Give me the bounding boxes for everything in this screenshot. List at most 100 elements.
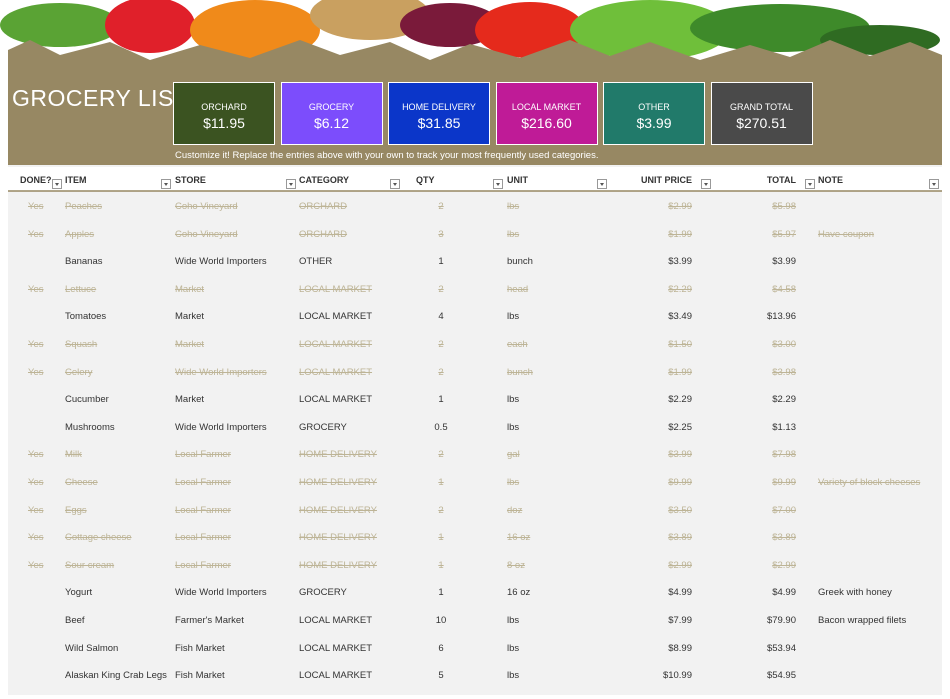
table-cell: 2 xyxy=(438,283,444,295)
table-cell: Market xyxy=(175,283,205,295)
table-cell: HOME DELIVERY xyxy=(299,559,377,571)
tile-label: LOCAL MARKET xyxy=(511,102,582,112)
table-cell: Wide World Importers xyxy=(175,366,267,378)
table-cell: LOCAL MARKET xyxy=(299,394,373,406)
filter-dropdown[interactable] xyxy=(52,179,62,189)
table-cell: $2.29 xyxy=(668,394,692,406)
table-cell: GROCERY xyxy=(299,421,347,433)
table-cell: lbs xyxy=(507,615,520,626)
table-cell: 16 oz xyxy=(507,587,531,599)
table-cell: LOCAL MARKET xyxy=(299,615,373,626)
table-cell: HOME DELIVERY xyxy=(299,449,377,461)
table-cell: bunch xyxy=(507,366,533,378)
table-cell: 1 xyxy=(438,256,444,268)
table-cell: Wide World Importers xyxy=(175,421,267,433)
table-cell: Yes xyxy=(28,366,44,378)
table-cell: Yogurt xyxy=(65,587,93,599)
table-cell: 1 xyxy=(438,559,444,571)
table-cell: LOCAL MARKET xyxy=(299,283,373,295)
table-cell: lbs xyxy=(507,477,520,488)
table-cell: Coho Vineyard xyxy=(175,228,238,240)
table-cell: Milk xyxy=(65,449,82,461)
title: GROCERY LIST xyxy=(12,85,189,111)
table-cell: $2.99 xyxy=(668,201,692,212)
table-cell: Eggs xyxy=(65,504,87,516)
table-cell: $4.58 xyxy=(772,283,796,295)
table-cell: doz xyxy=(507,504,523,516)
table-cell: $7.98 xyxy=(772,449,796,461)
column-header: STORE xyxy=(175,175,206,185)
filter-dropdown[interactable] xyxy=(493,179,503,189)
filter-dropdown[interactable] xyxy=(161,179,171,189)
column-header: TOTAL xyxy=(766,175,796,185)
filter-dropdown[interactable] xyxy=(805,179,815,189)
table-cell: 1 xyxy=(438,477,444,488)
table-cell: $2.29 xyxy=(772,394,796,406)
table-cell: Yes xyxy=(28,504,44,516)
table-cell: Local Farmer xyxy=(175,559,231,571)
table-cell: 6 xyxy=(438,642,444,654)
table-cell: 2 xyxy=(438,201,444,212)
table-cell: each xyxy=(507,339,528,350)
summary-tile: GRAND TOTAL $270.51 xyxy=(710,82,813,145)
table-cell: Market xyxy=(175,311,205,323)
table-cell: Beef xyxy=(65,615,85,626)
table-cell: Have coupon xyxy=(818,228,874,240)
table-cell: $10.99 xyxy=(662,670,692,682)
table-cell: lbs xyxy=(507,228,520,240)
table-cell: LOCAL MARKET xyxy=(299,339,373,350)
table-cell: Farmer's Market xyxy=(175,615,244,626)
table-cell: Apples xyxy=(65,228,95,240)
table-cell: Cucumber xyxy=(65,394,109,406)
column-header: UNIT PRICE xyxy=(640,175,692,185)
tile-label: GRAND TOTAL xyxy=(729,102,793,112)
table-cell: $7.00 xyxy=(772,504,796,516)
table-cell: head xyxy=(507,283,529,295)
filter-dropdown[interactable] xyxy=(701,179,711,189)
table-cell: Bacon wrapped filets xyxy=(818,615,907,626)
table-cell: Bananas xyxy=(65,256,103,268)
table-cell: Celery xyxy=(65,366,93,378)
table-cell: ORCHARD xyxy=(299,201,348,212)
table-cell: 2 xyxy=(438,339,444,350)
table-cell: Coho Vineyard xyxy=(175,201,238,212)
table-cell: Wide World Importers xyxy=(175,587,267,599)
summary-tile: OTHER $3.99 xyxy=(603,82,705,145)
column-header: QTY xyxy=(416,175,435,185)
table-cell: $2.25 xyxy=(668,421,692,433)
table-cell: $3.89 xyxy=(772,532,796,544)
table-cell: 0.5 xyxy=(434,421,448,433)
tile-amount: $270.51 xyxy=(736,115,787,131)
table-cell: OTHER xyxy=(299,256,333,268)
tile-label: HOME DELIVERY xyxy=(402,102,476,112)
table-cell: $3.99 xyxy=(668,256,692,268)
table-cell: Yes xyxy=(28,283,44,295)
table-cell: lbs xyxy=(507,421,520,433)
table-cell: $8.99 xyxy=(668,642,692,654)
column-header: DONE? xyxy=(20,175,52,185)
table-cell: HOME DELIVERY xyxy=(299,532,377,544)
table-cell: Local Farmer xyxy=(175,477,231,488)
tile-amount: $216.60 xyxy=(521,115,572,131)
column-header: CATEGORY xyxy=(299,175,350,185)
table-cell: gal xyxy=(507,449,520,461)
table-cell: Greek with honey xyxy=(818,587,892,599)
table-cell: GROCERY xyxy=(299,587,347,599)
table-cell: Variety of block cheeses xyxy=(818,477,921,488)
table-cell: Yes xyxy=(28,559,44,571)
filter-dropdown[interactable] xyxy=(929,179,939,189)
table-cell: $2.99 xyxy=(772,559,796,571)
table-cell: 16 oz xyxy=(507,532,531,544)
tile-amount: $3.99 xyxy=(636,115,672,131)
column-header: ITEM xyxy=(65,175,87,185)
table-cell: $3.00 xyxy=(772,339,796,350)
table-cell: $79.90 xyxy=(766,615,796,626)
filter-dropdown[interactable] xyxy=(597,179,607,189)
tile-label: ORCHARD xyxy=(201,102,247,112)
filter-dropdown[interactable] xyxy=(286,179,296,189)
table-cell: Yes xyxy=(28,201,44,212)
filter-dropdown[interactable] xyxy=(390,179,400,189)
table-cell: 1 xyxy=(438,394,444,406)
table-cell: 8 oz xyxy=(507,559,525,571)
